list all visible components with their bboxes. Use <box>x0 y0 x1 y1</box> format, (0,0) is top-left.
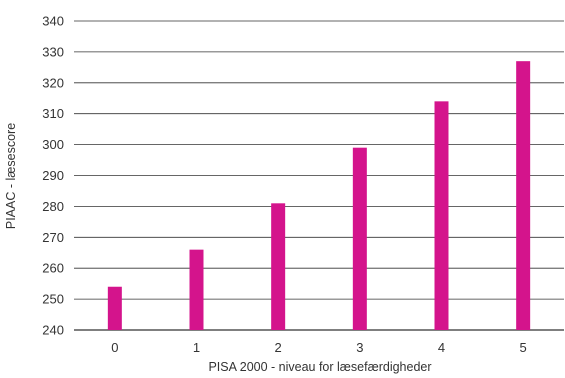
bar-1 <box>189 249 204 330</box>
y-tick-label-270: 270 <box>42 230 64 245</box>
y-tick-label-250: 250 <box>42 292 64 307</box>
y-tick-label-340: 340 <box>42 14 64 29</box>
y-tick-label-260: 260 <box>42 261 64 276</box>
y-tick-label-320: 320 <box>42 75 64 90</box>
bar-2 <box>271 203 286 330</box>
bar-3 <box>352 147 367 330</box>
x-axis-title: PISA 2000 - niveau for læsefærdigheder <box>208 360 431 374</box>
y-tick-label-290: 290 <box>42 168 64 183</box>
y-tick-label-300: 300 <box>42 137 64 152</box>
x-axis-tick-labels: 0 1 2 3 4 5 <box>111 340 527 355</box>
y-tick-label-240: 240 <box>42 323 64 338</box>
x-tick-label-0: 0 <box>111 340 118 355</box>
y-tick-label-330: 330 <box>42 44 64 59</box>
y-tick-label-280: 280 <box>42 199 64 214</box>
x-tick-label-5: 5 <box>520 340 527 355</box>
bars <box>107 61 531 331</box>
y-tick-label-310: 310 <box>42 106 64 121</box>
x-tick-label-3: 3 <box>356 340 363 355</box>
x-tick-label-2: 2 <box>275 340 282 355</box>
bar-0 <box>107 286 122 330</box>
x-tick-label-1: 1 <box>193 340 200 355</box>
x-tick-label-4: 4 <box>438 340 445 355</box>
gridlines <box>74 20 564 331</box>
bar-5 <box>516 61 531 331</box>
y-axis-tick-labels: 240 250 260 270 280 290 300 310 320 330 340 <box>42 14 64 338</box>
bar-4 <box>434 101 449 330</box>
y-axis-title: PIAAC - læsescore <box>4 123 18 229</box>
